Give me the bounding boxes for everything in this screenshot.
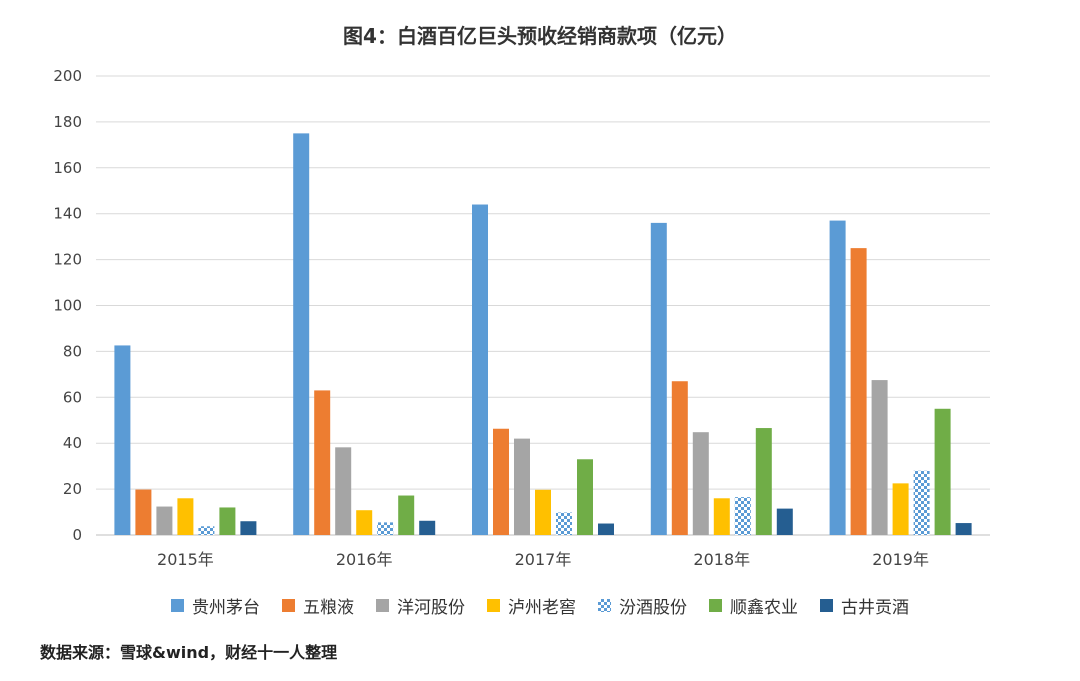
- bar: [650, 222, 667, 535]
- bar: [198, 526, 215, 535]
- legend-label: 五粮液: [303, 598, 354, 618]
- legend-item: 汾酒股份: [598, 593, 687, 618]
- bar: [598, 523, 614, 535]
- legend-label: 贵州茅台: [192, 598, 260, 618]
- source-note: 数据来源：雪球&wind，财经十一人整理: [40, 643, 338, 662]
- legend-label: 泸州老窖: [508, 598, 576, 618]
- bar: [892, 483, 909, 535]
- legend-swatch: [376, 599, 389, 612]
- y-tick-label: 180: [53, 113, 82, 131]
- bar: [493, 428, 509, 535]
- x-category-label: 2019年: [872, 550, 929, 569]
- y-tick-label: 60: [63, 388, 82, 406]
- bar: [240, 521, 257, 535]
- x-category-label: 2015年: [157, 550, 214, 569]
- legend-swatch: [171, 599, 184, 612]
- bar: [335, 447, 352, 535]
- bar: [472, 204, 488, 535]
- y-tick-label: 200: [53, 67, 82, 85]
- bar: [419, 520, 436, 535]
- bar: [398, 495, 415, 535]
- gridlines: [96, 75, 990, 536]
- legend-swatch: [598, 599, 611, 612]
- bar: [314, 390, 331, 535]
- y-tick-label: 80: [63, 342, 82, 360]
- bar: [713, 498, 730, 535]
- legend-item: 洋河股份: [376, 593, 465, 618]
- bar: [955, 523, 972, 535]
- bar: [293, 133, 310, 535]
- bar: [692, 432, 709, 535]
- bar: [377, 522, 394, 535]
- bar: [556, 512, 572, 535]
- y-tick-label: 140: [53, 205, 82, 223]
- bar: [829, 220, 846, 535]
- legend-item: 贵州茅台: [171, 593, 260, 618]
- bar: [934, 408, 951, 535]
- x-category-label: 2017年: [515, 550, 572, 569]
- legend-swatch: [487, 599, 500, 612]
- y-tick-label: 20: [63, 480, 82, 498]
- legend-label: 洋河股份: [397, 598, 465, 618]
- bar: [356, 510, 373, 535]
- y-tick-label: 160: [53, 159, 82, 177]
- legend-item: 顺鑫农业: [709, 593, 798, 618]
- y-tick-label: 0: [72, 526, 82, 544]
- y-tick-label: 120: [53, 251, 82, 269]
- bar: [755, 428, 772, 535]
- y-tick-label: 100: [53, 297, 82, 315]
- chart-title: 图4：白酒百亿巨头预收经销商款项（亿元）: [343, 24, 737, 48]
- bar: [219, 507, 236, 535]
- bar: [577, 459, 593, 535]
- bar: [114, 345, 131, 535]
- legend-item: 古井贡酒: [820, 593, 909, 618]
- y-axis-ticks: 0 20 40 60 80 100 120 140 160 180 200: [53, 67, 82, 544]
- legend-item: 泸州老窖: [487, 593, 576, 618]
- bar: [514, 438, 530, 535]
- bars: [114, 133, 972, 535]
- bar: [177, 498, 194, 535]
- bar: [156, 506, 173, 535]
- bar: [913, 470, 930, 535]
- bar: [734, 497, 751, 535]
- legend: 贵州茅台 五粮液 洋河股份 泸州老窖 汾酒股份 顺鑫农业 古井贡酒: [0, 593, 1080, 618]
- bar: [671, 381, 688, 535]
- legend-label: 古井贡酒: [841, 598, 909, 618]
- legend-swatch: [709, 599, 722, 612]
- x-category-label: 2018年: [693, 550, 750, 569]
- legend-item: 五粮液: [282, 593, 354, 618]
- legend-swatch: [820, 599, 833, 612]
- bar: [871, 380, 888, 535]
- x-category-label: 2016年: [336, 550, 393, 569]
- bar: [535, 489, 551, 535]
- bar: [135, 489, 152, 535]
- bar: [776, 508, 793, 535]
- legend-label: 顺鑫农业: [730, 598, 798, 618]
- legend-swatch: [282, 599, 295, 612]
- bar: [850, 248, 867, 535]
- x-axis-categories: 2015年 2016年 2017年 2018年 2019年: [157, 550, 929, 569]
- y-tick-label: 40: [63, 434, 82, 452]
- legend-label: 汾酒股份: [619, 598, 687, 618]
